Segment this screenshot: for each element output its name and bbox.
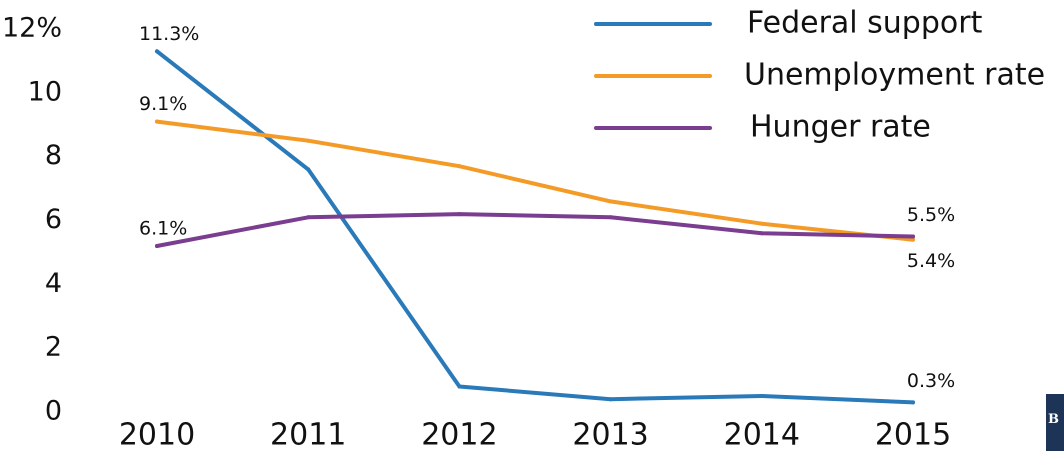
data-label: 11.3% <box>139 23 199 45</box>
series-line-unemployment-rate <box>155 119 915 242</box>
y-tick-label: 0 <box>45 396 62 427</box>
data-point-federal-support <box>457 384 462 389</box>
legend: Federal support Unemployment rate Hunger r… <box>594 6 1045 145</box>
legend-label-unemployment-rate: Unemployment rate <box>744 58 1045 93</box>
x-tick-label: 2014 <box>724 418 800 452</box>
data-point-unemployment-rate <box>911 237 915 242</box>
legend-label-federal-support: Federal support <box>747 6 983 41</box>
x-tick-label: 2011 <box>270 418 346 452</box>
data-point-federal-support <box>759 394 764 399</box>
series-line-hunger-rate <box>155 212 915 248</box>
data-label: 5.4% <box>907 250 955 272</box>
legend-label-hunger-rate: Hunger rate <box>750 110 931 145</box>
data-point-unemployment-rate <box>608 199 613 204</box>
x-tick-label: 2010 <box>119 418 195 452</box>
data-point-unemployment-rate <box>457 164 462 169</box>
series-lines <box>155 49 915 405</box>
y-tick-label: 10 <box>28 76 62 107</box>
publisher-logo: B <box>1046 394 1064 451</box>
data-point-hunger-rate <box>457 212 462 217</box>
data-point-hunger-rate <box>608 215 613 220</box>
data-point-federal-support <box>608 397 613 402</box>
y-axis: 0 2 4 6 8 10 12% <box>2 13 62 427</box>
data-label: 6.1% <box>139 218 187 240</box>
y-tick-label: 8 <box>45 140 62 171</box>
data-labels: 11.3% 9.1% 6.1% 5.5% 5.4% 0.3% <box>139 23 955 392</box>
data-point-unemployment-rate <box>155 119 159 124</box>
y-tick-label: 2 <box>45 332 62 363</box>
data-point-unemployment-rate <box>759 221 764 226</box>
data-label: 5.5% <box>907 204 955 226</box>
x-axis: 2010 2011 2012 2013 2014 2015 <box>119 418 951 453</box>
y-tick-label: 4 <box>45 268 62 299</box>
data-point-federal-support <box>155 49 159 54</box>
y-tick-label: 12% <box>2 13 62 44</box>
publisher-logo-letter: B <box>1048 412 1059 427</box>
x-tick-label: 2015 <box>875 418 951 452</box>
data-label: 0.3% <box>907 370 955 392</box>
series-line-federal-support <box>155 49 915 405</box>
data-point-unemployment-rate <box>306 138 311 143</box>
data-point-federal-support <box>306 167 311 172</box>
data-point-hunger-rate <box>306 215 311 220</box>
data-point-hunger-rate <box>155 244 159 249</box>
data-point-hunger-rate <box>911 234 915 239</box>
x-tick-label: 2012 <box>421 418 497 452</box>
data-point-federal-support <box>911 400 915 405</box>
data-label: 9.1% <box>139 93 187 115</box>
y-tick-label: 6 <box>45 204 62 235</box>
data-point-hunger-rate <box>759 231 764 236</box>
x-tick-label: 2013 <box>572 418 648 452</box>
